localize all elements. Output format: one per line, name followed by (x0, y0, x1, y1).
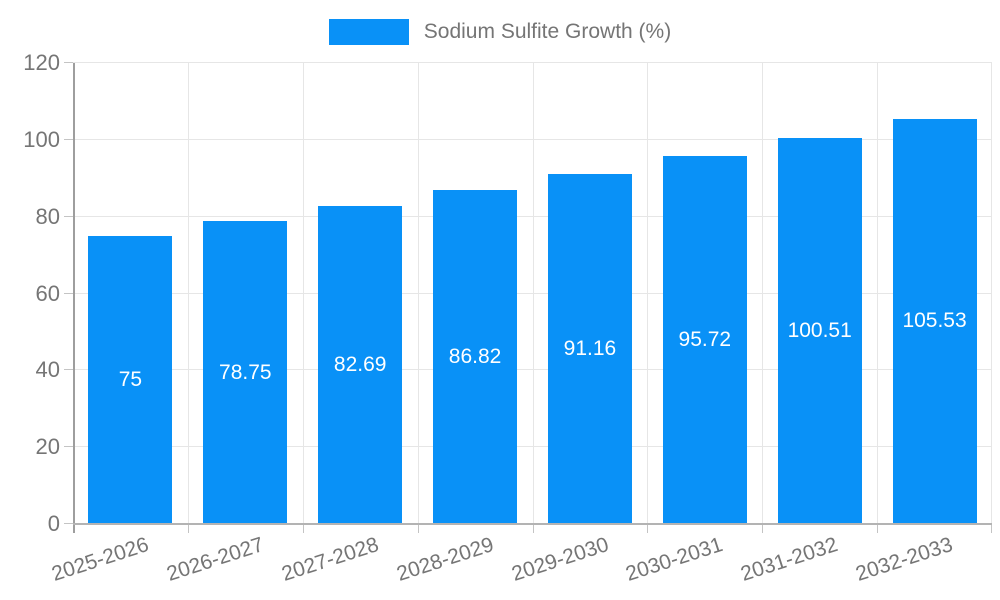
x-axis-tick-mark (877, 524, 879, 533)
x-axis-tick-label: 2026-2027 (163, 533, 267, 586)
x-axis-tick-label: 2025-2026 (48, 533, 152, 586)
y-axis-tick-label: 120 (23, 50, 60, 75)
bar-value-label: 82.69 (333, 353, 387, 377)
y-axis-tick-label: 100 (23, 126, 60, 152)
x-axis-tick-label: 2027-2028 (278, 533, 382, 586)
y-axis-tick-label: 40 (35, 357, 60, 383)
y-axis-tick-label: 20 (35, 434, 60, 460)
gridline-vertical (877, 63, 879, 524)
y-axis-tick-mark (64, 215, 73, 217)
x-axis-tick-label: 2031-2032 (738, 533, 841, 586)
y-axis-tick-label: 0 (47, 511, 60, 536)
bar[interactable]: 78.75 (203, 221, 288, 524)
gridline-vertical (187, 63, 189, 524)
gridline-vertical (532, 63, 534, 524)
y-axis-tick-label: 80 (35, 203, 60, 229)
x-axis-tick-label: 2030-2031 (623, 533, 726, 586)
gridline-vertical (417, 63, 419, 524)
gridline-vertical (762, 63, 764, 524)
x-axis-tick-mark (302, 524, 304, 533)
legend-label: Sodium Sulfite Growth (%) (423, 20, 672, 43)
x-axis-tick-mark (532, 524, 534, 533)
bar[interactable]: 91.16 (547, 173, 632, 524)
bar[interactable]: 86.82 (433, 190, 518, 524)
legend-swatch (328, 19, 409, 45)
y-axis-tick-label: 60 (35, 280, 60, 306)
x-axis-tick-label: 2032-2033 (853, 533, 956, 586)
y-axis-tick-mark (64, 62, 73, 63)
x-axis-tick-mark (187, 524, 189, 533)
bar-value-label: 78.75 (219, 360, 272, 384)
bar[interactable]: 105.53 (892, 118, 977, 524)
y-axis-tick-mark (64, 369, 73, 371)
x-axis-tick-label: 2029-2030 (508, 533, 612, 586)
y-axis-tick-mark (64, 523, 73, 524)
x-axis-tick-mark (417, 524, 419, 533)
x-axis-tick-mark (991, 524, 992, 533)
x-axis-tick-mark (647, 524, 649, 533)
bar-value-label: 91.16 (563, 336, 617, 360)
bar-value-label: 105.53 (902, 309, 967, 333)
x-axis-tick-label: 2028-2029 (393, 533, 497, 586)
bar[interactable]: 75 (88, 235, 173, 524)
gridline-horizontal (73, 62, 992, 63)
x-axis-line (73, 523, 992, 525)
gridline-vertical (647, 63, 649, 524)
bar[interactable]: 100.51 (777, 137, 862, 524)
bar[interactable]: 95.72 (662, 156, 747, 524)
y-axis-tick-mark (64, 138, 73, 140)
gridline-vertical (302, 63, 304, 524)
bar-value-label: 100.51 (787, 318, 852, 342)
bar[interactable]: 82.69 (318, 206, 403, 524)
bar-value-label: 75 (118, 367, 143, 391)
y-axis-tick-mark (64, 446, 73, 448)
x-axis-tick-mark (762, 524, 764, 533)
y-axis-line (73, 63, 75, 533)
legend[interactable]: Sodium Sulfite Growth (%) (0, 19, 1000, 45)
bar-value-label: 86.82 (448, 345, 502, 369)
gridline-vertical (991, 63, 992, 524)
bar-value-label: 95.72 (678, 328, 732, 352)
y-axis-tick-mark (64, 292, 73, 294)
plot-area: 0 20 40 60 80 100 120 75 2025-2026 78.75 2026-2027… (23, 51, 992, 586)
